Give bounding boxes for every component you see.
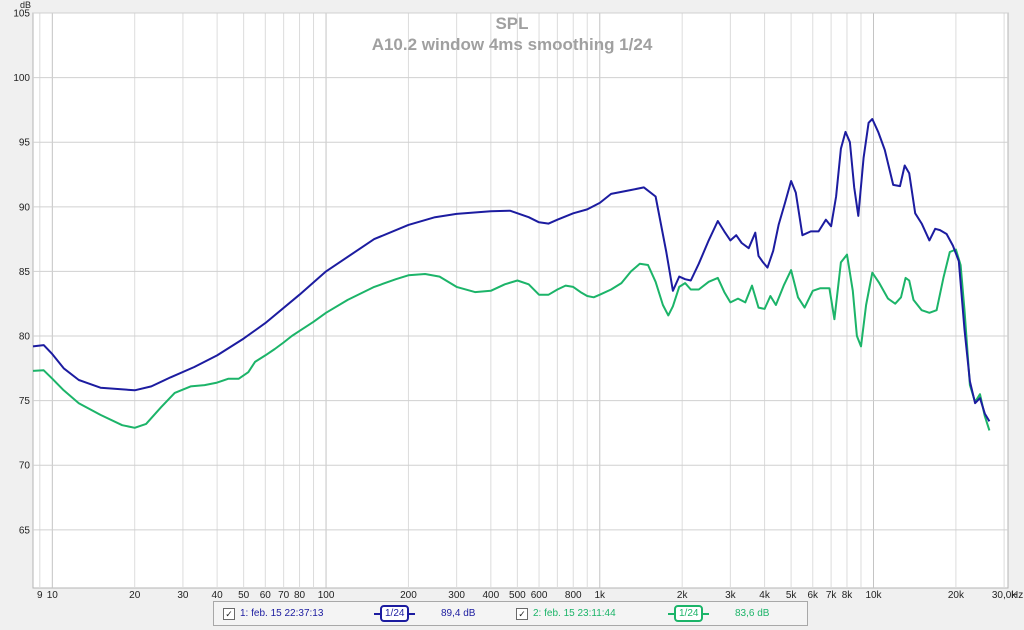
y-tick-label: 90 <box>19 202 31 213</box>
x-tick-label: 9 <box>37 590 43 600</box>
legend-label-2: 2: feb. 15 23:11:44 <box>533 608 616 619</box>
x-tick-label: 40 <box>212 590 224 600</box>
x-tick-label: 10k <box>865 590 882 600</box>
spl-chart: SPL A10.2 window 4ms smoothing 1/24 dB H… <box>13 0 1023 600</box>
x-tick-label: 600 <box>531 590 548 600</box>
x-tick-label: 800 <box>565 590 582 600</box>
x-tick-label: 20 <box>129 590 141 600</box>
legend: ✓ 1: feb. 15 22:37:13 1/24 89,4 dB ✓ 2: … <box>213 601 808 626</box>
x-tick-label: 500 <box>509 590 526 600</box>
x-tick-label: 30,0k <box>992 590 1017 600</box>
legend-item-1[interactable]: ✓ 1: feb. 15 22:37:13 <box>223 602 323 625</box>
legend-value-text-2: 83,6 dB <box>735 608 770 619</box>
x-tick-label: 2k <box>677 590 689 600</box>
plot-background <box>32 12 1009 589</box>
x-tick-label: 50 <box>238 590 250 600</box>
smoothing-badge-1: 1/24 <box>380 605 410 622</box>
x-tick-label: 10 <box>47 590 59 600</box>
x-tick-label: 6k <box>807 590 819 600</box>
x-tick-label: 20k <box>948 590 965 600</box>
y-tick-label: 65 <box>19 525 31 536</box>
x-tick-label: 100 <box>318 590 335 600</box>
legend-value-1: 89,4 dB <box>441 602 475 625</box>
x-tick-label: 200 <box>400 590 417 600</box>
grid <box>33 12 1008 588</box>
y-axis-unit: dB <box>20 0 31 10</box>
y-tick-label: 85 <box>19 267 31 278</box>
x-tick-label: 7k <box>826 590 838 600</box>
legend-checkbox-2[interactable]: ✓ <box>516 607 528 620</box>
x-tick-label: 30 <box>177 590 189 600</box>
legend-value-text-1: 89,4 dB <box>441 608 476 619</box>
y-tick-label: 70 <box>19 461 31 472</box>
x-tick-label: 70 <box>278 590 290 600</box>
chart-subtitle: A10.2 window 4ms smoothing 1/24 <box>372 35 653 54</box>
legend-smoothing-2[interactable]: 1/24 <box>668 602 710 625</box>
series-line-2 <box>32 248 991 431</box>
x-tick-labels: 9 10 20 30 40 50 60 70 80 100 200 300 400 500 600 800 1k… <box>37 590 1017 600</box>
legend-value-2: 83,6 dB <box>735 602 769 625</box>
y-tick-label: 80 <box>19 332 31 343</box>
chart-title: SPL <box>495 14 528 33</box>
legend-label-1: 1: feb. 15 22:37:13 <box>240 608 324 619</box>
legend-item-2[interactable]: ✓ 2: feb. 15 23:11:44 <box>516 602 616 625</box>
x-tick-label: 80 <box>294 590 306 600</box>
y-tick-label: 75 <box>19 396 31 407</box>
x-tick-label: 1k <box>594 590 606 600</box>
y-tick-labels: 65 70 75 80 85 90 95 100 105 <box>13 9 30 537</box>
y-tick-label: 100 <box>13 73 30 84</box>
y-tick-label: 95 <box>19 138 31 149</box>
series-layer <box>32 118 991 431</box>
legend-smoothing-1[interactable]: 1/24 <box>374 602 416 625</box>
x-tick-label: 400 <box>483 590 500 600</box>
x-axis-unit: Hz <box>1011 590 1023 600</box>
y-tick-label: 105 <box>13 9 30 20</box>
x-tick-label: 3k <box>725 590 737 600</box>
x-tick-label: 4k <box>759 590 771 600</box>
legend-checkbox-1[interactable]: ✓ <box>223 607 235 620</box>
smoothing-badge-2: 1/24 <box>674 605 704 622</box>
x-tick-label: 8k <box>842 590 854 600</box>
x-tick-label: 300 <box>448 590 465 600</box>
series-line-1 <box>32 118 991 422</box>
x-tick-label: 5k <box>786 590 798 600</box>
x-tick-label: 60 <box>260 590 272 600</box>
